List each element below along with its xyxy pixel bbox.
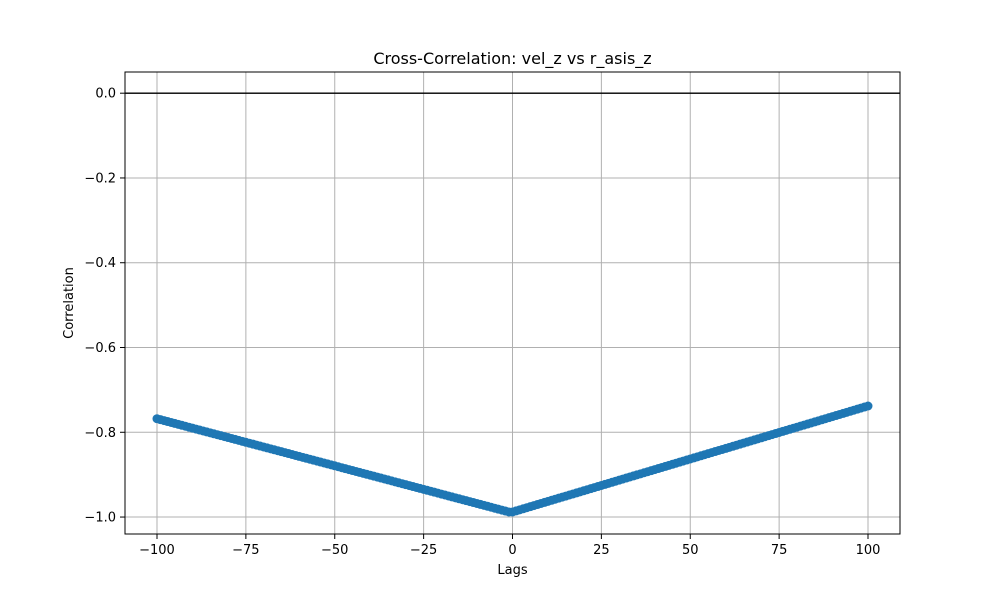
y-tick-label: −1.0 (84, 511, 116, 526)
x-tick-label: −50 (321, 543, 348, 558)
y-axis-label: Correlation (62, 267, 77, 339)
y-tick-label: 0.0 (95, 87, 116, 102)
y-tick-label: −0.8 (84, 426, 116, 441)
x-tick-label: −25 (410, 543, 437, 558)
x-tick-label: −100 (139, 543, 175, 558)
x-axis-ticks: −100 −75 −50 −25 0 25 50 75 100 (139, 534, 880, 558)
y-tick-label: −0.6 (84, 341, 116, 356)
x-tick-label: 25 (593, 543, 610, 558)
y-tick-label: −0.4 (84, 256, 116, 271)
x-tick-label: 75 (771, 543, 788, 558)
x-tick-label: −75 (232, 543, 259, 558)
data-point (863, 401, 873, 411)
y-tick-label: −0.2 (84, 171, 116, 186)
x-axis-label: Lags (497, 563, 527, 578)
data-points (152, 401, 873, 517)
x-tick-label: 100 (856, 543, 881, 558)
y-axis-ticks: 0.0 −0.2 −0.4 −0.6 −0.8 −1.0 (84, 87, 125, 526)
x-tick-label: 50 (682, 543, 699, 558)
chart-title: Cross-Correlation: vel_z vs r_asis_z (373, 49, 651, 69)
x-tick-label: 0 (508, 543, 516, 558)
grid (125, 72, 900, 534)
